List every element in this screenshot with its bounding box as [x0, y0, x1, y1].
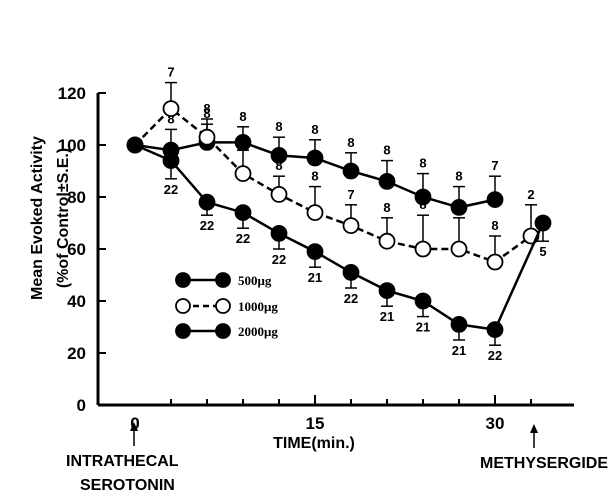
- data-point: [306, 243, 324, 261]
- legend: 500μg 1000μg 2000μg: [175, 272, 278, 339]
- sample-size-label: 8: [239, 132, 246, 147]
- x-tick-label: 0: [130, 414, 139, 433]
- data-point: [378, 232, 396, 250]
- sample-size-label: 8: [239, 109, 246, 124]
- sample-size-label: 8: [419, 197, 426, 212]
- data-point: [450, 198, 468, 216]
- x-tick-label: 30: [486, 414, 505, 433]
- sample-size-label: 7: [491, 158, 498, 173]
- sample-size-label: 5: [539, 244, 546, 259]
- sample-size-label: 21: [380, 309, 394, 324]
- data-point: [342, 162, 360, 180]
- sample-size-label: 22: [200, 218, 214, 233]
- data-point: [270, 185, 288, 203]
- y-tick-label: 60: [67, 240, 86, 259]
- sample-size-label: 8: [383, 200, 390, 215]
- sample-size-label: 8: [383, 143, 390, 158]
- legend-marker: [215, 298, 231, 314]
- x-tick-label: 15: [306, 414, 325, 433]
- data-point: [198, 193, 216, 211]
- legend-marker: [215, 323, 231, 339]
- legend-marker: [175, 272, 191, 288]
- data-point: [342, 217, 360, 235]
- data-point: [450, 240, 468, 258]
- sample-size-label: 8: [311, 169, 318, 184]
- data-point: [450, 315, 468, 333]
- series-line: [134, 143, 545, 331]
- arrow-icon-serotonin: [130, 422, 138, 446]
- y-tick-label: 0: [77, 396, 86, 415]
- sample-size-label: 8: [167, 111, 174, 126]
- sample-size-label: 21: [308, 270, 322, 285]
- data-point: [306, 204, 324, 222]
- sample-size-label: 22: [272, 252, 286, 267]
- sample-size-label: 22: [344, 291, 358, 306]
- y-axis-subtitle: (%of Control±S.E.): [55, 148, 72, 288]
- y-tick-label: 40: [67, 292, 86, 311]
- sample-size-label: 8: [203, 101, 210, 116]
- y-tick-label: 100: [58, 136, 86, 155]
- sample-size-label: 7: [347, 187, 354, 202]
- data-point: [378, 172, 396, 190]
- sample-size-label: 8: [311, 122, 318, 137]
- arrow-icon-methysergide: [530, 424, 538, 448]
- sample-size-label: 8: [347, 135, 354, 150]
- sample-size-label: 21: [416, 320, 430, 335]
- sample-size-label: 8: [203, 106, 210, 121]
- data-point: [378, 282, 396, 300]
- legend-marker: [175, 323, 191, 339]
- data-point: [198, 128, 216, 146]
- y-axis-title: Mean Evoked Activity: [29, 136, 46, 300]
- data-point: [534, 214, 552, 232]
- sample-size-label: 8: [275, 158, 282, 173]
- data-point: [486, 253, 504, 271]
- x-axis-title: TIME(min.): [273, 435, 355, 452]
- sample-size-label: 2: [527, 187, 534, 202]
- sample-size-label: 8: [455, 200, 462, 215]
- legend-marker: [175, 298, 191, 314]
- series-line: [134, 106, 532, 264]
- sample-size-label: 8: [419, 156, 426, 171]
- data-point: [126, 136, 144, 154]
- sample-size-label: 8: [275, 119, 282, 134]
- sample-size-label: 22: [164, 182, 178, 197]
- data-point: [342, 263, 360, 281]
- sample-size-label: 22: [236, 231, 250, 246]
- data-point: [234, 204, 252, 222]
- y-tick-label: 80: [67, 188, 86, 207]
- axes: 0 20 40 60 80 100 120 0 15 30: [58, 84, 574, 433]
- data-point: [162, 100, 180, 117]
- note-intrathecal: INTRATHECAL: [66, 453, 179, 470]
- sample-size-label: 21: [452, 343, 466, 358]
- sample-size-label: 8: [455, 169, 462, 184]
- note-methysergide: METHYSERGIDE: [480, 455, 608, 472]
- sample-size-label: 7: [167, 65, 174, 80]
- legend-label: 2000μg: [238, 324, 278, 339]
- legend-label: 500μg: [238, 273, 272, 288]
- data-point: [486, 321, 504, 339]
- data-point: [486, 191, 504, 209]
- data-point: [270, 146, 288, 164]
- sample-size-label: 22: [488, 348, 502, 363]
- y-tick-label: 120: [58, 84, 86, 103]
- data-point: [414, 292, 432, 310]
- data-point: [414, 188, 432, 206]
- y-tick-label: 20: [67, 344, 86, 363]
- note-serotonin: SEROTONIN: [80, 477, 175, 494]
- series-2: 22 22 22 22 21 22 21 21 21 22 5: [126, 136, 552, 363]
- data-point: [306, 149, 324, 167]
- data-point: [162, 152, 180, 170]
- legend-marker: [215, 272, 231, 288]
- data-point: [414, 240, 432, 258]
- legend-label: 1000μg: [238, 299, 278, 314]
- sample-size-label: 8: [491, 218, 498, 233]
- data-point: [270, 224, 288, 242]
- data-point: [234, 165, 252, 183]
